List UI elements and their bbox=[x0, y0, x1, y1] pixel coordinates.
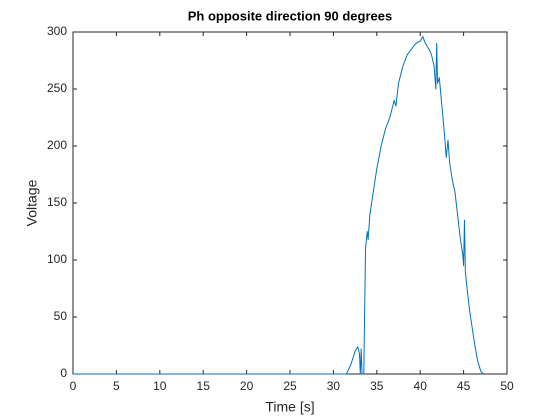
x-tick-label: 20 bbox=[240, 379, 254, 393]
x-tick-label: 45 bbox=[457, 379, 471, 393]
x-tick-label: 40 bbox=[414, 379, 428, 393]
y-tick-label: 100 bbox=[47, 252, 67, 266]
data-line bbox=[73, 36, 484, 375]
x-tick-label: 5 bbox=[113, 379, 120, 393]
chart-title: Ph opposite direction 90 degrees bbox=[188, 8, 392, 23]
y-tick-label: 300 bbox=[47, 24, 67, 38]
plot-area bbox=[72, 31, 508, 375]
x-tick-label: 10 bbox=[153, 379, 167, 393]
y-tick-label: 50 bbox=[54, 309, 68, 323]
y-tick-label: 0 bbox=[60, 366, 67, 380]
x-tick-label: 0 bbox=[70, 379, 77, 393]
x-tick-label: 30 bbox=[327, 379, 341, 393]
y-axis-label: Voltage bbox=[24, 179, 40, 226]
y-tick-label: 150 bbox=[47, 195, 67, 209]
y-tick-label: 250 bbox=[47, 81, 67, 95]
x-tick-label: 35 bbox=[370, 379, 384, 393]
y-tick-label: 200 bbox=[47, 138, 67, 152]
x-tick-label: 50 bbox=[500, 379, 514, 393]
x-axis-label: Time [s] bbox=[265, 399, 314, 415]
x-tick-label: 25 bbox=[283, 379, 297, 393]
x-tick-label: 15 bbox=[197, 379, 211, 393]
